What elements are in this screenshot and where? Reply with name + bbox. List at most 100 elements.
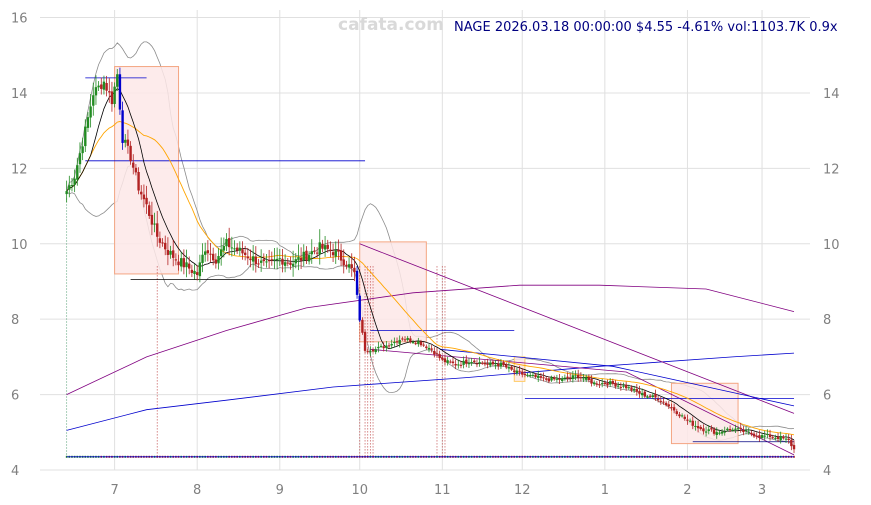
indicator-lines [66,77,795,456]
candle-body [265,261,268,263]
x-tick-label: 1 [601,483,609,498]
candle-body [774,437,777,439]
y-tick-label-right: 10 [823,238,840,253]
candle-body [659,400,662,402]
candle-body [683,416,686,419]
candle-body [289,262,292,265]
candle-body [211,253,215,261]
candle-body [97,85,100,88]
candle-body [278,258,281,260]
candle-body [150,214,154,225]
candle-body [116,74,119,87]
candle-body [566,376,569,379]
candle-body [515,370,519,374]
candle-body [118,74,122,110]
candle-body [534,374,537,378]
candle-body [134,167,138,173]
candle-body [395,341,399,343]
candle-body [350,264,353,269]
candle-body [675,411,678,415]
candle-body [619,386,623,388]
candle-body [225,238,228,247]
candle-body [582,378,585,380]
candle-body [688,420,692,422]
y-tick-label-left: 10 [11,238,28,253]
bollinger-upper [66,41,795,430]
x-tick-label: 8 [193,483,201,498]
candle-body [172,250,175,258]
candle-body [563,377,567,379]
candle-body [222,245,226,251]
candle-body [81,146,84,154]
candle-body [267,260,271,262]
candle-body [430,348,433,350]
candle-body [622,385,625,387]
candle-body [355,270,359,295]
candle-body [164,242,167,250]
shaded-box [670,382,739,445]
candle-body [441,357,444,360]
candle-body [670,407,673,409]
candle-body [275,258,279,261]
candle-body [667,404,670,407]
candle-body [513,370,516,373]
candle-body [750,432,753,435]
candle-body [366,351,369,353]
candle-body [473,360,476,363]
candle-body [233,248,236,250]
candle-body [286,262,289,264]
candle-body [219,249,223,257]
candle-body [662,401,665,403]
candle-body [584,377,588,380]
candle-body [161,242,164,244]
candle-body [398,339,401,344]
candle-body [94,87,98,96]
candle-body [529,374,532,376]
candle-body [742,429,745,433]
candle-body [782,436,785,439]
candle-body [326,244,329,249]
candle-body [784,438,788,440]
candle-body [574,375,577,377]
candle-body [728,428,732,430]
candle-body [342,259,345,266]
candle-body [84,126,87,147]
candle-body [497,363,500,367]
candle-body [491,361,495,365]
candle-body [624,384,628,389]
x-tick-label: 11 [434,483,451,498]
candle-body [259,260,263,263]
candle-body [531,374,535,376]
candle-body [768,434,772,438]
y-tick-label-right: 12 [823,162,840,177]
candle-body [744,430,748,432]
candle-body [638,390,641,394]
candle-body [294,259,297,264]
moving-average-long-line [66,284,795,395]
candle-body [603,382,607,385]
candle-body [571,375,575,380]
candle-body [148,205,151,216]
candle-body [443,358,447,363]
candle-body [489,362,492,366]
candle-body [387,345,391,347]
candle-body [113,86,116,104]
candle-body [254,256,258,265]
candle-body [206,250,210,254]
candle-body [646,396,649,398]
candle-body [124,139,127,143]
candle-body [539,376,543,378]
candle-body [739,427,742,429]
candle-body [331,252,335,256]
candle-body [374,349,377,353]
moving-average-short [66,88,795,441]
candle-body [382,346,385,349]
candle-body [699,427,702,430]
candle-body [68,185,71,190]
candle-body [776,436,780,440]
candle-body [664,402,668,406]
candle-body [569,377,572,379]
candle-body [433,351,436,355]
